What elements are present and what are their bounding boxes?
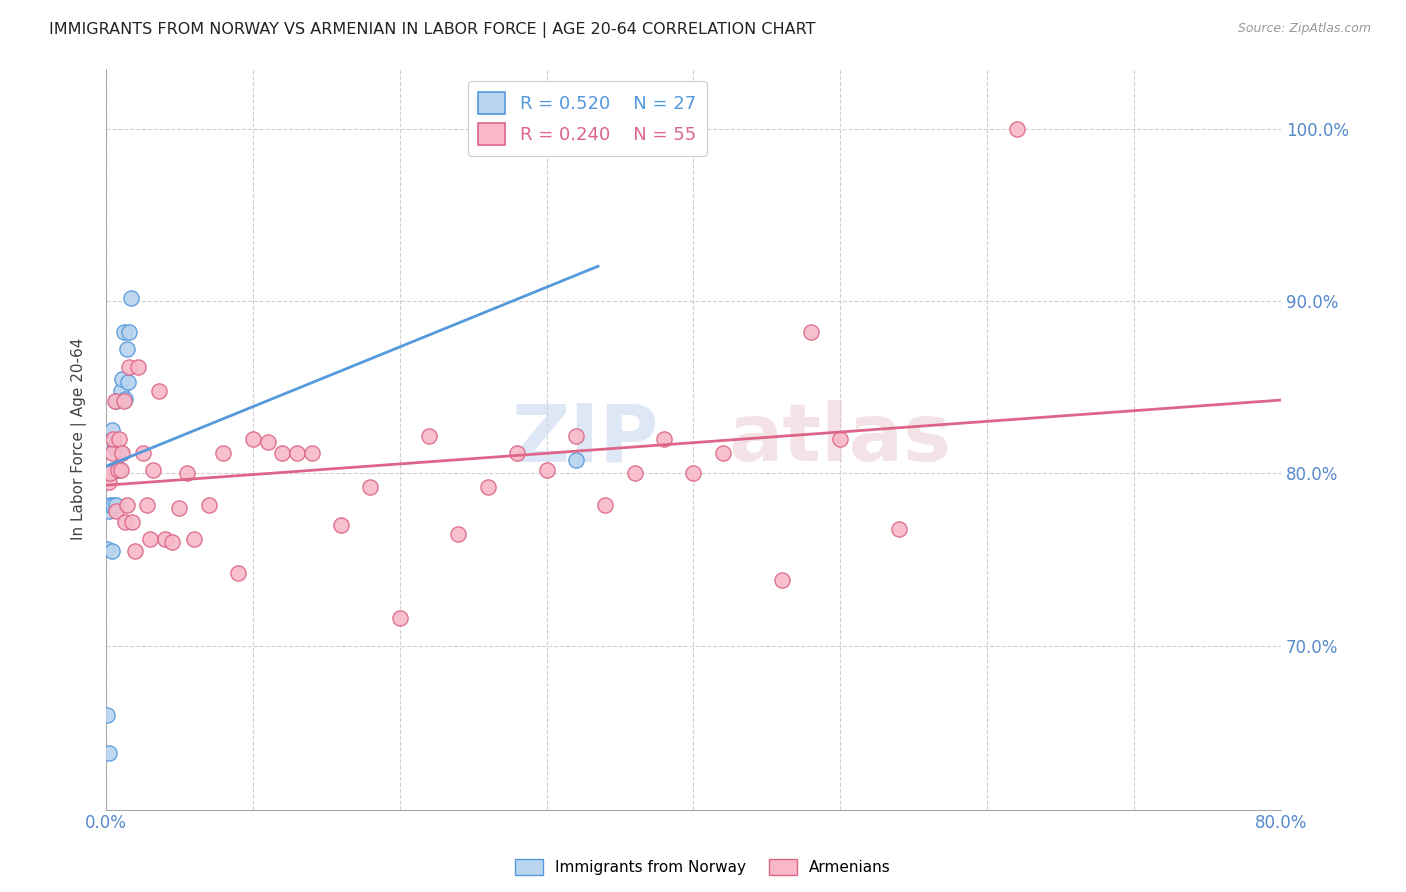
- Point: [105, 504, 128, 518]
- Legend: Immigrants from Norway, Armenians: Immigrants from Norway, Armenians: [510, 855, 896, 880]
- Point: [242, 432, 264, 446]
- Point: [111, 372, 134, 386]
- Point: [108, 463, 131, 477]
- Point: [103, 432, 125, 446]
- Point: [110, 384, 132, 398]
- Point: [111, 446, 134, 460]
- Point: [97, 475, 120, 489]
- Point: [120, 291, 142, 305]
- Legend: R = 0.520    N = 27, R = 0.240    N = 55: R = 0.520 N = 27, R = 0.240 N = 55: [468, 81, 707, 156]
- Point: [536, 463, 558, 477]
- Point: [506, 446, 529, 460]
- Point: [579, 113, 602, 128]
- Point: [96, 707, 118, 722]
- Point: [800, 325, 823, 339]
- Point: [565, 452, 588, 467]
- Point: [153, 532, 176, 546]
- Point: [148, 384, 170, 398]
- Point: [96, 467, 118, 481]
- Point: [285, 446, 308, 460]
- Point: [256, 435, 278, 450]
- Point: [112, 325, 135, 339]
- Point: [107, 461, 129, 475]
- Point: [103, 498, 125, 512]
- Point: [183, 532, 205, 546]
- Point: [115, 343, 138, 357]
- Text: atlas: atlas: [728, 400, 952, 478]
- Point: [198, 498, 221, 512]
- Point: [226, 566, 249, 581]
- Point: [118, 325, 141, 339]
- Point: [139, 532, 162, 546]
- Point: [100, 437, 122, 451]
- Point: [112, 394, 135, 409]
- Point: [301, 446, 323, 460]
- Point: [104, 394, 127, 409]
- Point: [271, 446, 294, 460]
- Point: [131, 446, 153, 460]
- Point: [124, 544, 146, 558]
- Point: [330, 518, 353, 533]
- Point: [96, 542, 118, 557]
- Point: [711, 446, 734, 460]
- Point: [682, 467, 704, 481]
- Point: [121, 515, 143, 529]
- Point: [595, 498, 617, 512]
- Point: [115, 498, 138, 512]
- Point: [565, 428, 588, 442]
- Point: [110, 446, 132, 460]
- Point: [830, 432, 852, 446]
- Point: [97, 504, 120, 518]
- Point: [142, 463, 165, 477]
- Point: [887, 522, 910, 536]
- Point: [359, 480, 381, 494]
- Point: [114, 515, 136, 529]
- Point: [104, 441, 127, 455]
- Point: [101, 446, 124, 460]
- Point: [100, 498, 122, 512]
- Point: [117, 375, 139, 389]
- Point: [160, 535, 183, 549]
- Text: IMMIGRANTS FROM NORWAY VS ARMENIAN IN LABOR FORCE | AGE 20-64 CORRELATION CHART: IMMIGRANTS FROM NORWAY VS ARMENIAN IN LA…: [49, 22, 815, 38]
- Point: [1005, 121, 1028, 136]
- Point: [105, 498, 128, 512]
- Point: [114, 392, 136, 407]
- Point: [107, 463, 129, 477]
- Y-axis label: In Labor Force | Age 20-64: In Labor Force | Age 20-64: [72, 338, 87, 541]
- Text: Source: ZipAtlas.com: Source: ZipAtlas.com: [1237, 22, 1371, 36]
- Point: [652, 432, 675, 446]
- Point: [169, 500, 191, 515]
- Point: [477, 480, 499, 494]
- Point: [108, 432, 131, 446]
- Point: [97, 746, 120, 760]
- Point: [176, 467, 198, 481]
- Point: [101, 544, 124, 558]
- Point: [103, 463, 125, 477]
- Point: [100, 467, 122, 481]
- Text: ZIP: ZIP: [510, 400, 658, 478]
- Point: [212, 446, 235, 460]
- Point: [623, 467, 645, 481]
- Point: [105, 394, 128, 409]
- Point: [100, 467, 122, 481]
- Point: [118, 359, 141, 374]
- Point: [101, 424, 124, 438]
- Point: [418, 428, 440, 442]
- Point: [136, 498, 159, 512]
- Point: [110, 463, 132, 477]
- Point: [127, 359, 149, 374]
- Point: [770, 574, 793, 588]
- Point: [447, 526, 470, 541]
- Point: [388, 611, 411, 625]
